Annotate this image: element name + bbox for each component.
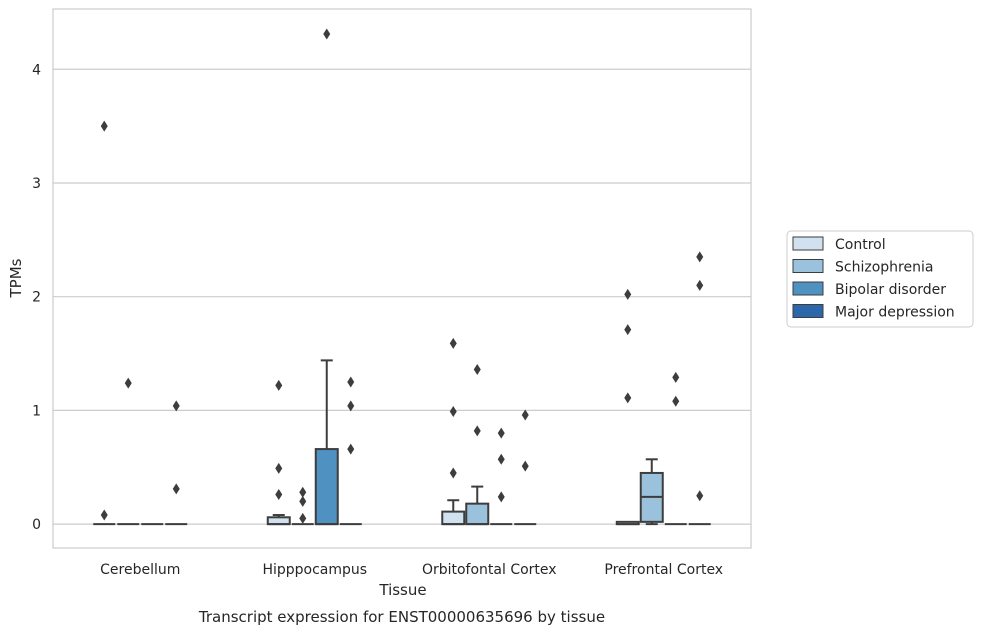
outlier-point [696,279,704,291]
outlier-point [672,371,680,383]
box [465,502,490,526]
series-bipolar-disorder [141,28,687,526]
legend-label: Bipolar disorder [835,282,946,298]
series-control [93,120,640,526]
x-tick-label: Hipppocampus [262,562,367,578]
legend-label: Control [835,237,886,253]
outlier-point [521,409,529,421]
box [266,516,291,526]
outlier-point [497,427,505,439]
outlier-point [299,512,307,524]
legend-swatch [792,304,824,318]
outlier-point [449,467,457,479]
legend-label: Schizophrenia [835,260,933,276]
outlier-point [449,337,457,349]
box-group [441,337,466,526]
y-tick-label: 1 [32,403,41,419]
box [441,510,466,526]
x-tick-label: Cerebellum [100,562,180,578]
box-group [117,377,140,526]
box-group [314,28,339,526]
outlier-point [696,251,704,263]
outlier-point [672,395,680,407]
box-group [165,400,188,526]
outlier-point [172,400,180,412]
outlier-point [275,489,283,501]
outlier-point [449,406,457,418]
outlier-point [323,28,331,40]
outlier-point [497,453,505,465]
outlier-point [299,495,307,507]
x-tick-label: Prefrontal Cortex [604,562,723,578]
box-group [639,458,664,526]
y-tick-label: 4 [32,62,41,78]
legend-swatch [792,259,824,273]
legend-swatch [792,281,824,296]
box-group [93,120,116,526]
box-plots [93,28,711,526]
legend-swatch [792,236,824,251]
box-group [664,371,687,526]
box-group [339,376,362,526]
outlier-point [696,490,704,502]
box-group [615,288,640,526]
outlier-point [624,324,632,336]
x-axis-title: Tissue [378,581,426,599]
outlier-point [275,379,283,391]
outlier-point [172,483,180,495]
outlier-point [299,486,307,498]
y-axis-tick-labels: 0 1 2 3 4 [32,62,41,533]
outlier-point [347,400,355,412]
outlier-point [100,509,108,521]
outlier-point [347,443,355,455]
outlier-point [124,377,132,389]
outlier-point [473,363,481,375]
y-axis-title: TPMs [7,258,25,298]
box-group [688,251,711,526]
box-group [465,363,490,526]
legend-frame [786,230,974,328]
series-schizophrenia [117,363,664,526]
x-tick-label: Orbitofontal Cortex [422,562,557,578]
outlier-point [624,392,632,404]
plot-frame [52,8,752,549]
outlier-point [497,491,505,503]
box [314,448,339,526]
series-major-depression [165,251,711,526]
gridlines [53,68,751,525]
box-group [291,486,314,526]
box-group [490,427,513,526]
box-group [514,409,537,526]
outlier-point [100,120,108,132]
outlier-point [624,288,632,300]
y-tick-label: 3 [32,176,41,192]
y-tick-label: 2 [32,290,41,306]
legend-label: Major depression [835,305,955,321]
y-tick-label: 0 [32,517,41,533]
legend: Control Schizophrenia Bipolar disorder Majo… [786,230,974,328]
outlier-point [347,376,355,388]
x-axis-tick-labels: Cerebellum Hipppocampus Orbitofontal Corte… [100,562,723,578]
outlier-point [473,425,481,437]
outlier-point [521,460,529,472]
outlier-point [275,462,283,474]
chart-title: Transcript expression for ENST0000063569… [198,608,605,626]
box-group [266,379,291,526]
